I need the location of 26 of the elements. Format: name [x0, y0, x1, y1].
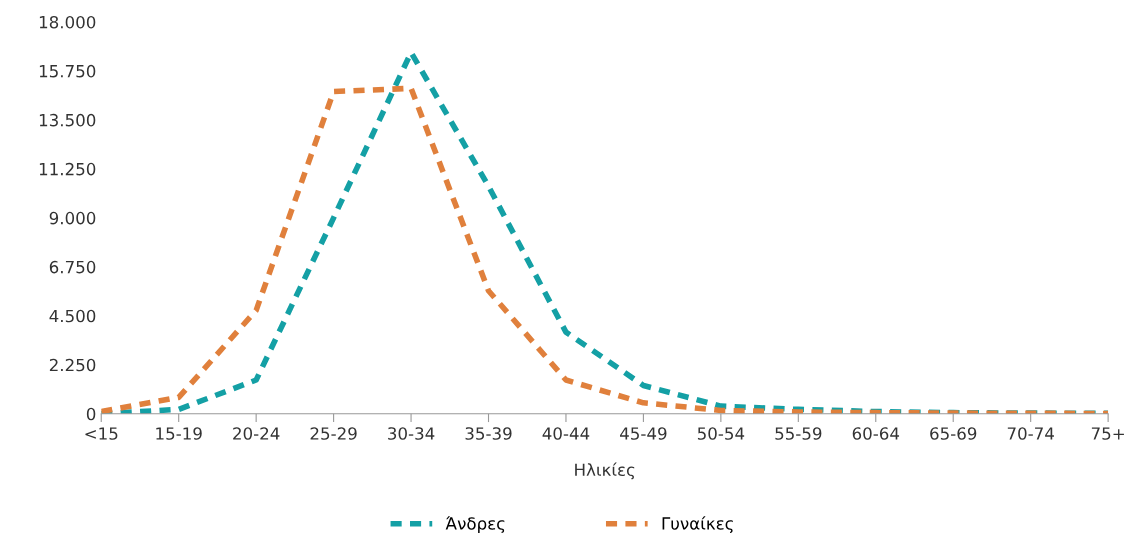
- x-axis-title: Ηλικίες: [575, 462, 635, 480]
- y-tick-label: 4.500: [49, 309, 96, 323]
- y-tick-label: 9.000: [49, 211, 96, 225]
- x-tick-label: 50-54: [697, 427, 745, 440]
- x-tick-label: 75+: [1091, 427, 1124, 440]
- x-tick-label: 20-24: [233, 427, 280, 440]
- x-tick-label: 60-64: [852, 427, 900, 440]
- x-tick-label: 25-29: [310, 427, 357, 440]
- y-tick-label: 0: [86, 407, 96, 421]
- x-tick-label: 65-69: [930, 427, 977, 440]
- y-tick-label: 6.750: [49, 260, 96, 274]
- x-tick-label: 40-44: [542, 427, 590, 440]
- x-tick-label: 35-39: [465, 427, 512, 440]
- y-tick-label: 11.250: [39, 162, 96, 176]
- x-tick-label: <15: [85, 427, 118, 440]
- legend-label: Γυναίκες: [662, 516, 733, 533]
- x-tick-label: 30-34: [388, 427, 435, 440]
- y-tick-label: 18.000: [39, 15, 96, 29]
- y-tick-label: 15.750: [39, 64, 96, 78]
- x-tick-label: 55-59: [775, 427, 822, 440]
- x-tick-label: 70-74: [1007, 427, 1054, 440]
- y-tick-label: 2.250: [49, 358, 96, 372]
- y-tick-label: 13.500: [39, 113, 96, 127]
- x-tick-label: 15-19: [156, 427, 202, 440]
- x-tick-label: 45-49: [620, 427, 667, 440]
- legend-label: Άνδρες: [445, 516, 505, 533]
